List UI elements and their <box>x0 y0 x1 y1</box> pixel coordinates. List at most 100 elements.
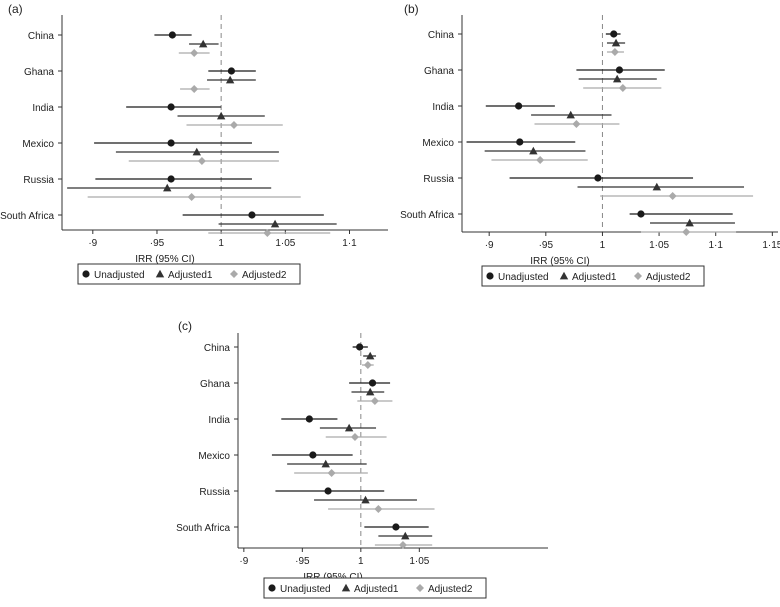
point-estimate-adjusted2 <box>618 84 627 92</box>
legend: Unadjusted Adjusted1 Adjusted2 <box>263 577 487 599</box>
point-estimate-unadjusted <box>516 138 524 146</box>
x-tick-label: 1 <box>600 240 606 251</box>
x-tick-label: 1·05 <box>275 238 295 249</box>
point-estimate-adjusted2 <box>350 433 359 441</box>
x-tick-label: ·95 <box>150 238 165 249</box>
legend-entry-label: Adjusted1 <box>168 270 213 281</box>
legend-box <box>263 577 487 599</box>
panel-label: (c) <box>178 319 192 333</box>
point-estimate-adjusted2 <box>263 229 272 237</box>
chart-panel-b: (b) ·9 ·95 1 1·05 1·1 1·15 IRR (95% CI) China Gha… <box>400 2 780 287</box>
point-estimate-unadjusted <box>594 174 602 182</box>
legend-entry-label: Adjusted1 <box>572 272 617 283</box>
x-tick-label: 1·1 <box>342 238 357 249</box>
point-estimate-adjusted2 <box>229 121 238 129</box>
x-tick-label: 1·05 <box>409 556 429 567</box>
category-label: South Africa <box>0 211 54 222</box>
x-tick-label: ·9 <box>485 240 494 251</box>
point-estimate-unadjusted <box>610 30 618 38</box>
legend: Unadjusted Adjusted1 Adjusted2 <box>77 263 301 285</box>
category-label: India <box>32 103 54 114</box>
point-estimate-adjusted1 <box>612 74 622 83</box>
point-estimate-adjusted1 <box>611 38 621 47</box>
x-tick-label: 1 <box>358 556 364 567</box>
point-estimate-unadjusted <box>637 210 645 218</box>
x-tick-label: ·95 <box>539 240 554 251</box>
legend-entry-label: Unadjusted <box>498 272 549 283</box>
x-tick-label: ·9 <box>88 238 97 249</box>
legend-entry-label: Unadjusted <box>94 270 145 281</box>
point-estimate-unadjusted <box>167 139 175 147</box>
point-estimate-adjusted2 <box>327 469 336 477</box>
legend-marker-adjusted2 <box>230 270 238 278</box>
x-axis-title: IRR (95% CI) <box>530 256 589 267</box>
legend-marker-unadjusted <box>82 270 90 278</box>
point-estimate-unadjusted <box>167 103 175 111</box>
category-label: China <box>28 31 55 42</box>
point-estimate-adjusted2 <box>668 192 677 200</box>
panel-label: (a) <box>8 2 23 16</box>
point-estimate-adjusted2 <box>190 85 199 93</box>
legend-box <box>481 265 705 287</box>
point-estimate-adjusted1 <box>270 219 280 228</box>
panel-label: (b) <box>404 2 419 16</box>
legend-marker-adjusted1 <box>341 583 351 592</box>
point-estimate-unadjusted <box>305 415 313 423</box>
legend-entry-label: Adjusted1 <box>354 584 399 595</box>
point-estimate-adjusted2 <box>398 541 407 549</box>
point-estimate-unadjusted <box>368 379 377 387</box>
legend-marker-adjusted2 <box>634 272 642 280</box>
point-estimate-adjusted1 <box>225 75 235 84</box>
point-estimate-adjusted1 <box>192 147 201 156</box>
point-estimate-unadjusted <box>168 31 176 39</box>
legend-entry-label: Adjusted2 <box>242 270 287 281</box>
legend-marker-adjusted1 <box>559 271 569 280</box>
point-estimate-adjusted2 <box>187 193 196 201</box>
point-estimate-adjusted1 <box>365 351 375 360</box>
x-tick-label: 1 <box>218 238 224 249</box>
point-estimate-adjusted1 <box>566 110 575 119</box>
point-estimate-unadjusted <box>248 211 256 219</box>
category-label: South Africa <box>176 523 230 534</box>
point-estimate-unadjusted <box>392 523 400 531</box>
point-estimate-adjusted2 <box>682 228 691 236</box>
point-estimate-unadjusted <box>309 451 317 459</box>
point-estimate-adjusted1 <box>652 182 662 191</box>
category-label: Ghana <box>424 66 454 77</box>
point-estimate-adjusted1 <box>361 495 370 504</box>
x-tick-label: 1·15 <box>762 240 780 251</box>
category-label: Mexico <box>22 139 54 150</box>
point-estimate-unadjusted <box>615 66 624 74</box>
legend-box <box>77 263 301 285</box>
point-estimate-adjusted1 <box>216 111 226 120</box>
legend-marker-unadjusted <box>268 584 276 592</box>
legend: Unadjusted Adjusted1 Adjusted2 <box>481 265 705 287</box>
x-tick-label: ·9 <box>239 556 248 567</box>
point-estimate-unadjusted <box>227 67 236 75</box>
point-estimate-adjusted1 <box>344 423 354 432</box>
point-estimate-unadjusted <box>515 102 523 110</box>
category-label: Russia <box>23 175 54 186</box>
x-tick-label: 1·05 <box>649 240 669 251</box>
point-estimate-adjusted2 <box>374 505 383 513</box>
point-estimate-adjusted2 <box>363 361 372 369</box>
category-label: Ghana <box>200 379 230 390</box>
point-estimate-unadjusted <box>356 343 364 351</box>
category-label: China <box>204 343 231 354</box>
point-estimate-adjusted2 <box>536 156 545 164</box>
category-label: Russia <box>199 487 230 498</box>
point-estimate-unadjusted <box>324 487 332 495</box>
point-estimate-adjusted1 <box>529 146 538 155</box>
legend-marker-unadjusted <box>486 272 494 280</box>
point-estimate-adjusted1 <box>401 531 410 540</box>
point-estimate-adjusted1 <box>685 218 694 227</box>
point-estimate-adjusted1 <box>321 459 330 468</box>
category-label: India <box>432 102 454 113</box>
point-estimate-unadjusted <box>167 175 175 183</box>
category-label: South Africa <box>400 210 454 221</box>
category-label: India <box>208 415 230 426</box>
point-estimate-adjusted1 <box>163 183 172 192</box>
x-axis-title: IRR (95% CI) <box>135 254 194 265</box>
